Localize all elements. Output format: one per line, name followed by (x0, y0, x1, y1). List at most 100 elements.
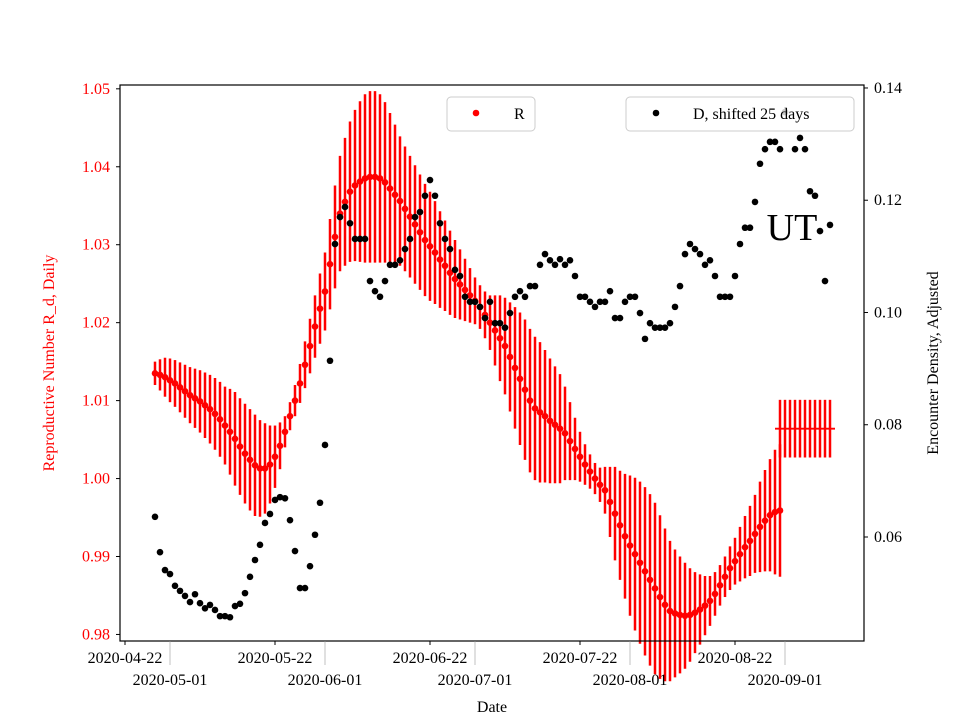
r-point (246, 456, 254, 464)
d-point (461, 293, 469, 301)
y-left-tick-label: 0.98 (82, 626, 110, 643)
d-point (406, 235, 414, 243)
d-point (451, 266, 459, 274)
d-point (171, 582, 179, 590)
d-point (751, 198, 759, 206)
r-point (396, 197, 404, 205)
r-point (731, 557, 739, 565)
d-point (241, 589, 249, 597)
d-point (251, 556, 259, 564)
r-point (161, 373, 169, 381)
y-left-tick-label: 1.02 (82, 315, 110, 332)
legend-r-box (446, 96, 536, 132)
d-point (361, 235, 369, 243)
y-right-ticks: 0.06 0.08 0.10 0.12 0.14 (864, 80, 902, 546)
r-point (446, 269, 454, 277)
r-point (221, 422, 229, 429)
d-point (651, 324, 659, 331)
d-point (556, 255, 564, 263)
d-point (186, 598, 194, 606)
r-point (346, 188, 354, 196)
d-point (616, 314, 624, 322)
r-point (641, 568, 649, 575)
d-point (371, 287, 379, 295)
r-point (511, 364, 519, 372)
d-point (291, 547, 299, 555)
r-point (411, 221, 419, 228)
d-point (216, 612, 224, 620)
r-point (631, 550, 639, 558)
r-point (371, 173, 379, 181)
r-point (716, 582, 724, 589)
d-point (316, 499, 324, 507)
r-point (361, 175, 369, 182)
d-point (566, 256, 574, 264)
r-point (686, 611, 694, 619)
d-point (286, 516, 294, 524)
r-point (681, 612, 689, 620)
d-point (776, 145, 784, 153)
r-point (151, 370, 159, 377)
y-right-tick-label: 0.12 (874, 192, 902, 209)
d-point (606, 287, 614, 295)
r-point (596, 481, 604, 489)
r-point (311, 323, 319, 330)
d-point (621, 298, 629, 306)
d-point (181, 592, 189, 600)
d-point (486, 298, 494, 306)
d-point (426, 176, 434, 184)
r-point (611, 510, 619, 517)
d-point (306, 562, 314, 570)
d-point (731, 272, 739, 280)
r-point (416, 228, 424, 236)
r-point (526, 397, 534, 404)
r-point (366, 173, 374, 181)
r-point (286, 412, 294, 420)
d-point (726, 293, 734, 301)
r-point (321, 288, 329, 295)
r-point (546, 417, 554, 425)
r-point (466, 292, 474, 299)
d-point (301, 584, 309, 592)
d-point (546, 256, 554, 264)
r-point (696, 606, 704, 613)
r-point (441, 262, 449, 270)
y-right-tick-label: 0.14 (874, 80, 902, 97)
r-point (506, 353, 514, 361)
d-point (526, 282, 534, 290)
d-point (711, 272, 719, 280)
d-point (476, 303, 484, 311)
d-point (151, 513, 159, 521)
r-point (531, 405, 539, 412)
r-point (211, 410, 219, 418)
x-axis-ticks: 2020-04-22 2020-05-01 2020-05-22 2020-06-01… (88, 641, 822, 689)
r-series (151, 91, 835, 682)
r-point (761, 517, 769, 524)
d-point (491, 319, 499, 327)
r-point (251, 462, 259, 469)
d-point (246, 573, 254, 581)
r-point (666, 607, 674, 615)
d-point (376, 293, 384, 301)
r-point (391, 191, 399, 199)
r-point (431, 249, 439, 256)
d-point (166, 570, 174, 578)
d-point (296, 584, 304, 592)
d-point (436, 219, 444, 227)
r-point (771, 508, 779, 516)
d-series (151, 108, 834, 621)
d-point (501, 324, 509, 331)
legend-r: R (446, 96, 536, 132)
d-point (456, 272, 464, 280)
d-point (816, 227, 824, 235)
r-point (691, 609, 699, 616)
r-point (491, 327, 499, 334)
r-point (191, 394, 199, 402)
d-point (571, 272, 579, 280)
d-point (311, 531, 319, 539)
d-point (196, 599, 204, 607)
legend-r-label: R (514, 106, 525, 123)
d-point (326, 357, 334, 365)
d-point (421, 192, 429, 200)
